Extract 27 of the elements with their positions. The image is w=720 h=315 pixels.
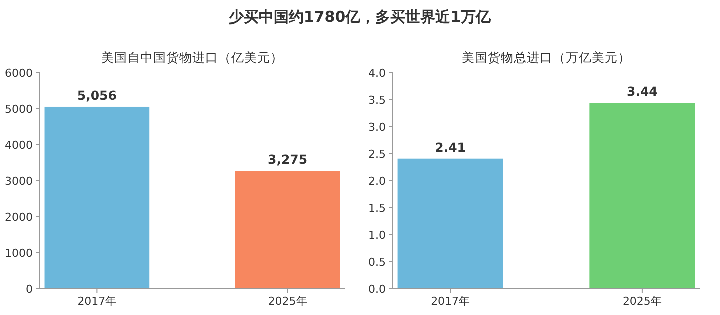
- data-label: 5,056: [77, 88, 118, 103]
- y-tick-label: 0: [26, 283, 33, 296]
- y-tick-label: 0.0: [368, 283, 386, 296]
- y-tick-label: 5000: [5, 103, 33, 116]
- y-tick-label: 3000: [5, 175, 33, 188]
- y-tick-label: 4000: [5, 139, 33, 152]
- x-tick-label: 2017年: [78, 295, 117, 308]
- chart-title: 美国货物总进口（万亿美元）: [462, 50, 631, 65]
- y-tick-label: 2.0: [368, 175, 386, 188]
- y-tick-label: 6000: [5, 67, 33, 80]
- data-label: 3,275: [268, 152, 308, 168]
- data-label: 2.41: [435, 140, 466, 155]
- y-tick-label: 3.5: [368, 94, 386, 107]
- x-tick-label: 2025年: [622, 295, 662, 308]
- y-tick-label: 2.5: [368, 148, 386, 161]
- y-tick-label: 4.0: [368, 67, 386, 80]
- data-label: 3.44: [627, 84, 658, 100]
- y-tick-label: 2000: [5, 211, 33, 224]
- x-tick-label: 2017年: [431, 295, 470, 308]
- y-tick-label: 1.5: [368, 202, 386, 215]
- y-tick-label: 0.5: [368, 256, 386, 269]
- y-tick-label: 1000: [5, 247, 33, 260]
- chart-title: 少买中国约1780亿，多买世界近1万亿: [228, 8, 492, 26]
- chart-subtitle: 美国自中国货物进口（亿美元）: [102, 50, 284, 65]
- y-tick-label: 1.0: [368, 229, 386, 242]
- x-tick-label: 2025年: [268, 295, 308, 308]
- y-tick-label: 3.0: [368, 121, 386, 134]
